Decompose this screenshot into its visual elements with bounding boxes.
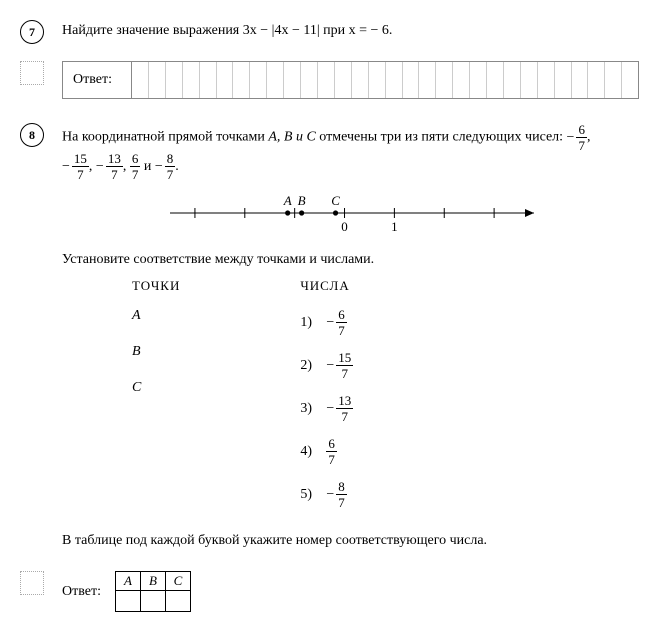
q8-answer-row: Ответ: ABC — [20, 571, 639, 612]
table-answer-cell[interactable] — [140, 591, 165, 612]
answer-cell[interactable] — [318, 62, 335, 98]
number-option: 3)−137 — [300, 394, 353, 423]
answer-cell[interactable] — [166, 62, 183, 98]
table-answer-cell[interactable] — [165, 591, 190, 612]
svg-text:A: A — [283, 193, 292, 208]
q8-frac-lead: −67 — [567, 130, 587, 145]
answer-cell[interactable] — [605, 62, 622, 98]
problem-8: 8 На координатной прямой точками A, B и … — [20, 123, 639, 559]
answer-cell[interactable] — [217, 62, 234, 98]
answer-cell[interactable] — [200, 62, 217, 98]
answer-cell[interactable] — [183, 62, 200, 98]
problem-number-badge: 7 — [20, 20, 44, 44]
answer-cell[interactable] — [588, 62, 605, 98]
number-line: 0 1 AB C — [162, 189, 639, 238]
answer-cell[interactable] — [555, 62, 572, 98]
points-col-head: ТОЧКИ — [132, 278, 180, 294]
q8-subtext: Установите соответствие между точками и … — [62, 252, 639, 268]
answer-cell[interactable] — [149, 62, 166, 98]
answer-cell[interactable] — [487, 62, 504, 98]
table-head-cell: C — [165, 572, 190, 591]
answer-cell[interactable] — [470, 62, 487, 98]
svg-text:C: C — [331, 193, 340, 208]
answer-cell[interactable] — [267, 62, 284, 98]
answer-cell[interactable] — [335, 62, 352, 98]
table-head-cell: B — [140, 572, 165, 591]
svg-text:0: 0 — [341, 219, 348, 233]
q8-intro-prefix: На координатной прямой точками — [62, 130, 268, 145]
answer-cell[interactable] — [301, 62, 318, 98]
answer-marker-box — [20, 61, 44, 85]
answer-marker-box — [20, 571, 44, 595]
problem-7: 7 Найдите значение выражения 3x − |4x − … — [20, 20, 639, 49]
q8-answer-table[interactable]: ABC — [115, 571, 191, 612]
q8-footer: В таблице под каждой буквой укажите номе… — [62, 533, 639, 549]
answer-cell[interactable] — [403, 62, 420, 98]
answer-cell[interactable] — [132, 62, 149, 98]
q8-answer-table-wrap: Ответ: ABC — [62, 571, 191, 612]
answer-cell[interactable] — [284, 62, 301, 98]
q8-intro-points: A, B и C — [268, 130, 315, 145]
match-columns: ТОЧКИ A B C ЧИСЛА 1)−67 2)−157 3)−137 4)67 5)−… — [132, 278, 639, 523]
point-item: A — [132, 308, 180, 324]
answer-cell[interactable] — [622, 62, 638, 98]
q7-prefix: Найдите значение выражения — [62, 23, 243, 38]
answer-cell[interactable] — [419, 62, 436, 98]
table-head-cell: A — [115, 572, 140, 591]
points-column: ТОЧКИ A B C — [132, 278, 180, 523]
answer-cell[interactable] — [436, 62, 453, 98]
problem-7-body: Найдите значение выражения 3x − |4x − 11… — [62, 20, 639, 49]
q8-frac-rest: −157, −137, 67 и −87. — [62, 159, 179, 174]
answer-cell[interactable] — [504, 62, 521, 98]
problem-number-badge: 8 — [20, 123, 44, 147]
answer-cell[interactable] — [369, 62, 386, 98]
numbers-column: ЧИСЛА 1)−67 2)−157 3)−137 4)67 5)−87 — [300, 278, 353, 523]
problem-8-body: На координатной прямой точками A, B и C … — [62, 123, 639, 559]
q7-answer-grid: Ответ: — [62, 61, 639, 99]
number-line-svg: 0 1 AB C — [162, 189, 542, 233]
answer-cell[interactable] — [386, 62, 403, 98]
numbers-col-head: ЧИСЛА — [300, 278, 353, 294]
number-option: 1)−67 — [300, 308, 353, 337]
answer-cell[interactable] — [521, 62, 538, 98]
answer-cell[interactable] — [352, 62, 369, 98]
table-answer-cell[interactable] — [115, 591, 140, 612]
q7-text: Найдите значение выражения 3x − |4x − 11… — [62, 20, 639, 41]
svg-text:1: 1 — [391, 219, 398, 233]
point-item: C — [132, 380, 180, 396]
q7-answer-row: Ответ: — [20, 61, 639, 99]
q8-intro: На координатной прямой точками A, B и C … — [62, 123, 639, 181]
answer-cell[interactable] — [233, 62, 250, 98]
answer-cell[interactable] — [453, 62, 470, 98]
point-item: B — [132, 344, 180, 360]
svg-text:B: B — [298, 193, 306, 208]
q7-expression: 3x − |4x − 11| при x = − 6. — [243, 23, 393, 38]
answer-cell[interactable] — [538, 62, 555, 98]
q7-answer-cells[interactable] — [132, 62, 638, 98]
answer-cell[interactable] — [572, 62, 589, 98]
number-option: 2)−157 — [300, 351, 353, 380]
number-option: 4)67 — [300, 437, 353, 466]
answer-cell[interactable] — [250, 62, 267, 98]
answer-label: Ответ: — [63, 62, 132, 98]
number-option: 5)−87 — [300, 480, 353, 509]
answer-label: Ответ: — [62, 584, 101, 600]
q8-intro-mid: отмечены три из пяти следующих чисел: — [316, 130, 567, 145]
